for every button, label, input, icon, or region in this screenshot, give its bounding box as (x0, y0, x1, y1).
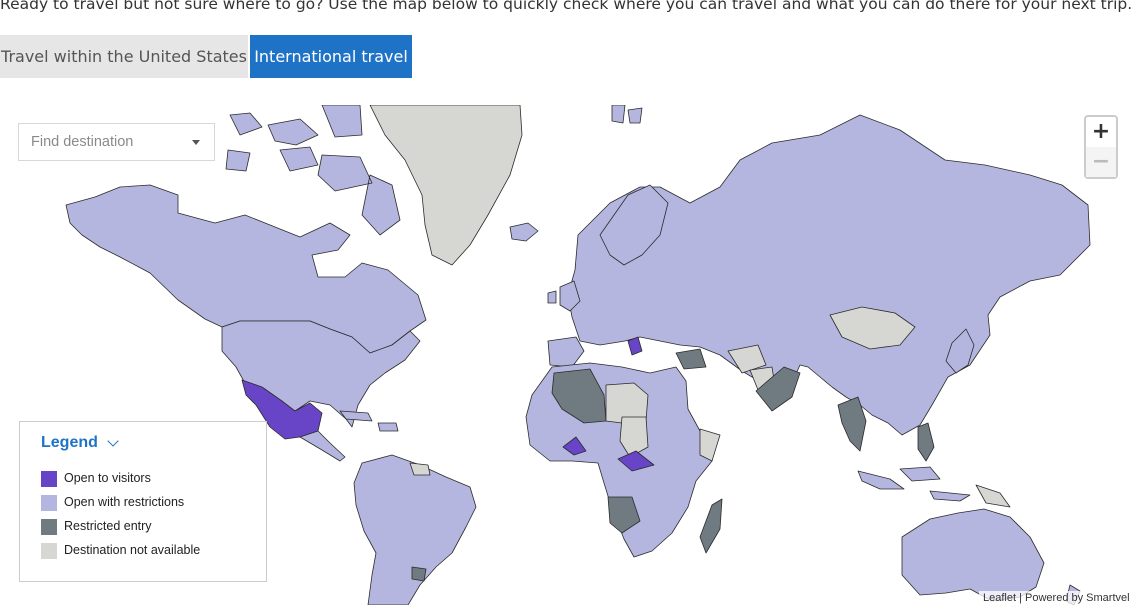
tab-international-travel[interactable]: International travel (250, 35, 412, 78)
region-pakistan[interactable] (755, 366, 801, 412)
legend-label: Destination not available (64, 543, 201, 557)
region-southeast-asia[interactable] (837, 396, 867, 452)
legend-swatch-restrictions (41, 495, 57, 511)
intro-text: Ready to travel but not sure where to go… (0, 0, 1133, 13)
region-algeria[interactable] (551, 368, 607, 424)
region-scandinavia[interactable] (599, 184, 669, 266)
legend-swatch-restricted-entry (41, 519, 57, 535)
legend-title[interactable]: Legend (41, 434, 98, 451)
region-syria[interactable] (675, 348, 707, 370)
region-somalia[interactable] (699, 428, 721, 462)
tab-travel-within-us[interactable]: Travel within the United States (0, 35, 248, 78)
region-australia[interactable] (901, 508, 1045, 602)
region-balkans[interactable] (627, 336, 643, 356)
leaflet-link[interactable]: Leaflet (983, 592, 1017, 604)
legend-label: Open with restrictions (64, 495, 185, 509)
map-canvas[interactable] (0, 105, 1136, 605)
map-legend: Legend Open to visitors Open with restri… (19, 421, 267, 582)
region-greenland[interactable] (369, 105, 523, 266)
zoom-in-button[interactable]: + (1086, 117, 1116, 148)
map-attribution: Leaflet | Powered by Smartvel (979, 591, 1134, 605)
world-map[interactable]: + − Legend Open to visitors Open with re… (0, 105, 1136, 605)
region-north-america-north[interactable] (65, 184, 427, 354)
region-madagascar[interactable] (699, 498, 723, 554)
region-mongolia[interactable] (829, 306, 916, 350)
region-japan[interactable] (945, 328, 975, 374)
region-philippines[interactable] (917, 422, 935, 462)
zoom-out-button[interactable]: − (1086, 147, 1116, 177)
legend-label: Restricted entry (64, 519, 152, 533)
region-sudan[interactable] (619, 416, 649, 458)
region-indonesia[interactable] (857, 466, 971, 502)
chevron-down-icon[interactable] (107, 435, 119, 447)
region-central-america[interactable] (299, 430, 346, 462)
region-guianas[interactable] (409, 462, 431, 476)
travel-tabs: Travel within the United States Internat… (0, 35, 1136, 116)
legend-swatch-open (41, 471, 57, 487)
legend-swatch-not-available (41, 543, 57, 559)
region-caribbean[interactable] (339, 410, 399, 432)
region-uk-ireland[interactable] (547, 280, 581, 312)
region-iceland[interactable] (509, 222, 539, 242)
region-angola[interactable] (607, 496, 641, 534)
region-arctic-islands[interactable] (225, 105, 643, 236)
attribution-separator: | (1016, 592, 1026, 604)
region-uruguay[interactable] (411, 566, 427, 582)
powered-by-text: Powered by Smartvel (1025, 592, 1130, 604)
region-burkina-faso[interactable] (562, 436, 587, 456)
region-papua-new-guinea[interactable] (975, 484, 1011, 508)
region-central-african-republic[interactable] (617, 450, 655, 472)
legend-label: Open to visitors (64, 471, 151, 485)
dropdown-caret-icon[interactable] (192, 140, 200, 145)
destination-search-input[interactable] (31, 124, 191, 160)
destination-search[interactable] (18, 123, 215, 161)
region-south-america[interactable] (353, 454, 477, 605)
region-iberia[interactable] (547, 336, 585, 368)
zoom-control: + − (1084, 115, 1118, 179)
